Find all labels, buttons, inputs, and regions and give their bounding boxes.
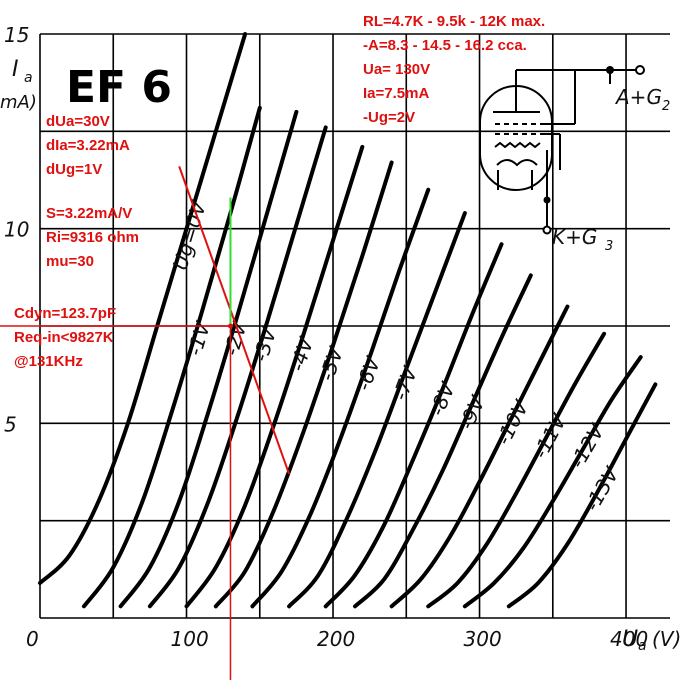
curve-label: -9V	[454, 391, 490, 433]
curve-label: -4V	[285, 333, 319, 374]
y-tick-label: 15	[4, 23, 29, 47]
y-axis-unit: mA)	[0, 92, 37, 113]
x-tick-label: 0	[26, 627, 39, 651]
curve-series	[213, 160, 394, 609]
curve-label: -7V	[388, 362, 423, 403]
anno-top-line: Ua= 130V	[363, 61, 430, 78]
curve-series	[462, 355, 643, 609]
operating-conditions-text: RL=4.7K - 9.5k - 12K max. -A=8.3 - 14.5 …	[363, 13, 545, 126]
anno-cap-line: Cdyn=123.7pF	[14, 305, 116, 322]
curve-label: -5V	[314, 343, 348, 384]
tube-schematic	[479, 65, 645, 235]
curve-label: Ug=0V	[168, 197, 212, 273]
cathode-terminal	[542, 225, 552, 235]
x-axis-label: U	[622, 627, 638, 652]
anno-cap-line: @131KHz	[14, 353, 83, 370]
curve-label: -11V	[528, 409, 572, 462]
anode-terminal	[635, 65, 645, 75]
y-axis-label-sub: a	[24, 70, 33, 86]
chart-title: EF 6	[66, 62, 172, 113]
cathode-terminal-label: K+G	[552, 225, 597, 249]
curve-series	[184, 144, 365, 609]
y-tick-label: 10	[4, 218, 29, 242]
anno-top-line: RL=4.7K - 9.5k - 12K max.	[363, 13, 545, 30]
curve-series	[389, 304, 570, 609]
curve-series	[147, 125, 328, 609]
anno-cap-line: Req-in<9827K	[14, 329, 114, 346]
curve-series	[250, 187, 431, 609]
x-tick-label: 300	[464, 627, 502, 651]
x-axis-unit: (V)	[652, 627, 680, 651]
y-axis-label: I	[12, 57, 19, 82]
curve-series	[353, 273, 533, 609]
load-line	[178, 166, 291, 475]
analysis-overlay	[0, 166, 291, 680]
curve-series	[287, 211, 467, 609]
x-tick-label: 100	[171, 627, 209, 651]
curve-series	[426, 331, 607, 609]
curve-label: -3V	[248, 324, 281, 365]
x-tick-label: 400	[610, 627, 648, 651]
anno-param-line: Ri=9316 ohm	[46, 229, 139, 246]
tick-labels: 0 100 200 300 400 5 10 15	[4, 23, 648, 651]
anno-delta-line: dUa=30V	[46, 113, 110, 130]
curve-label: -8V	[425, 378, 461, 419]
curve-label: -6V	[351, 353, 385, 394]
curve-family	[38, 32, 658, 609]
curve-series	[38, 32, 248, 585]
anno-top-line: -A=8.3 - 14.5 - 16.2 cca.	[363, 37, 527, 54]
anno-top-line: -Ug=2V	[363, 109, 415, 126]
curve-series	[506, 382, 658, 609]
x-axis-label-sub: a	[638, 638, 647, 654]
y-tick-label: 5	[4, 412, 17, 436]
x-tick-label: 200	[317, 627, 355, 651]
anno-top-line: Ia=7.5mA	[363, 85, 429, 102]
anode-terminal-label: A+G	[614, 85, 662, 109]
capacitance-text: Cdyn=123.7pF Req-in<9827K @131KHz	[14, 305, 116, 370]
tube-parameters-text: S=3.22mA/V Ri=9316 ohm mu=30	[46, 205, 139, 270]
curve-series	[118, 109, 299, 609]
curve-label: -10V	[491, 395, 534, 448]
cathode-terminal-label-sub: 3	[605, 239, 613, 254]
curve-series	[323, 242, 504, 609]
operating-point	[227, 323, 233, 329]
anode-terminal-label-sub: 2	[662, 99, 670, 114]
anno-param-line: S=3.22mA/V	[46, 205, 132, 222]
anno-param-line: mu=30	[46, 253, 94, 270]
anno-delta-line: dIa=3.22mA	[46, 137, 130, 154]
grid	[39, 33, 670, 619]
anno-delta-line: dUg=1V	[46, 161, 102, 178]
delta-values-text: dUa=30V dIa=3.22mA dUg=1V	[46, 113, 130, 178]
